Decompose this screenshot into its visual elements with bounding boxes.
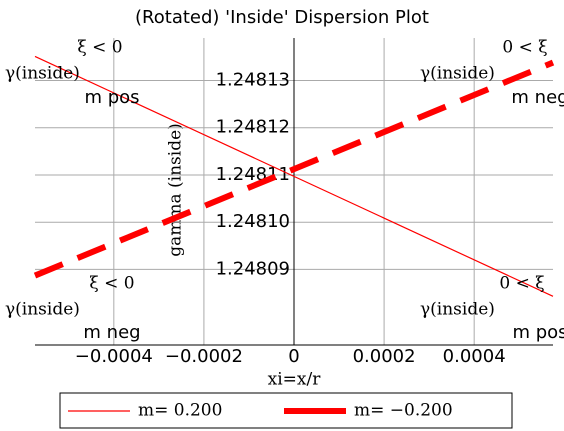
chart-title: (Rotated) 'Inside' Dispersion Plot xyxy=(135,7,429,28)
annotation: γ(inside) xyxy=(420,64,495,84)
annotation: γ(inside) xyxy=(420,300,495,320)
legend-label: m= 0.200 xyxy=(138,401,222,421)
x-axis-label: xi=x/r xyxy=(268,370,322,390)
annotation: m pos xyxy=(512,322,564,343)
annotation: 0 < ξ xyxy=(502,38,547,58)
x-tick-label: −0.0002 xyxy=(165,346,243,367)
y-axis-label: gamma (inside) xyxy=(166,123,186,257)
y-tick-label: 1.24812 xyxy=(216,117,290,138)
y-tick-label: 1.24810 xyxy=(216,211,290,232)
x-tick-label: 0.0004 xyxy=(443,346,506,367)
annotation: γ(inside) xyxy=(5,300,80,320)
annotation: γ(inside) xyxy=(5,64,80,84)
y-tick-label: 1.24811 xyxy=(216,164,290,185)
x-tick-label: −0.0004 xyxy=(75,346,153,367)
annotation: ξ < 0 xyxy=(89,274,134,294)
legend-label: m= −0.200 xyxy=(354,401,453,421)
annotation: ξ < 0 xyxy=(77,38,122,58)
y-tick-label: 1.24809 xyxy=(216,258,290,279)
annotation: m neg xyxy=(83,322,140,343)
x-tick-label: 0 xyxy=(288,346,299,367)
data-line xyxy=(33,59,555,279)
data-line xyxy=(34,55,554,297)
legend-box xyxy=(59,392,513,429)
y-tick-label: 1.24813 xyxy=(216,70,290,91)
annotation: m neg xyxy=(511,87,564,108)
x-tick-label: 0.0002 xyxy=(353,346,416,367)
annotation: m pos xyxy=(84,87,139,108)
annotation: 0 < ξ xyxy=(499,274,544,294)
